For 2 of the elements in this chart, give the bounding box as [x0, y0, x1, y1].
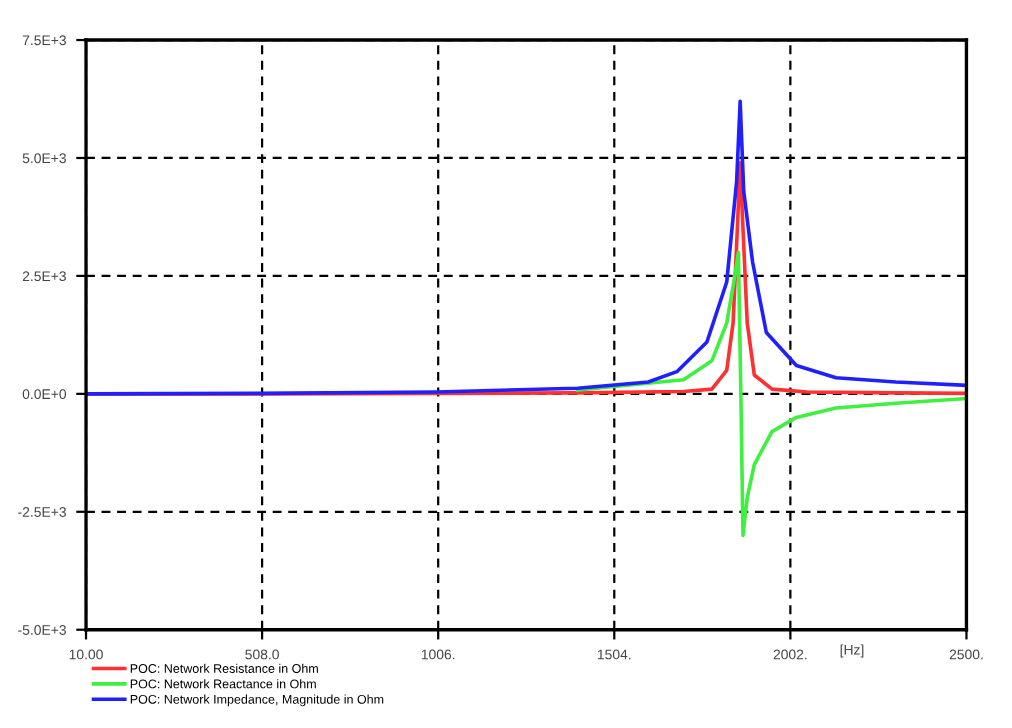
line-series	[575, 250, 967, 538]
line-series	[86, 99, 967, 396]
